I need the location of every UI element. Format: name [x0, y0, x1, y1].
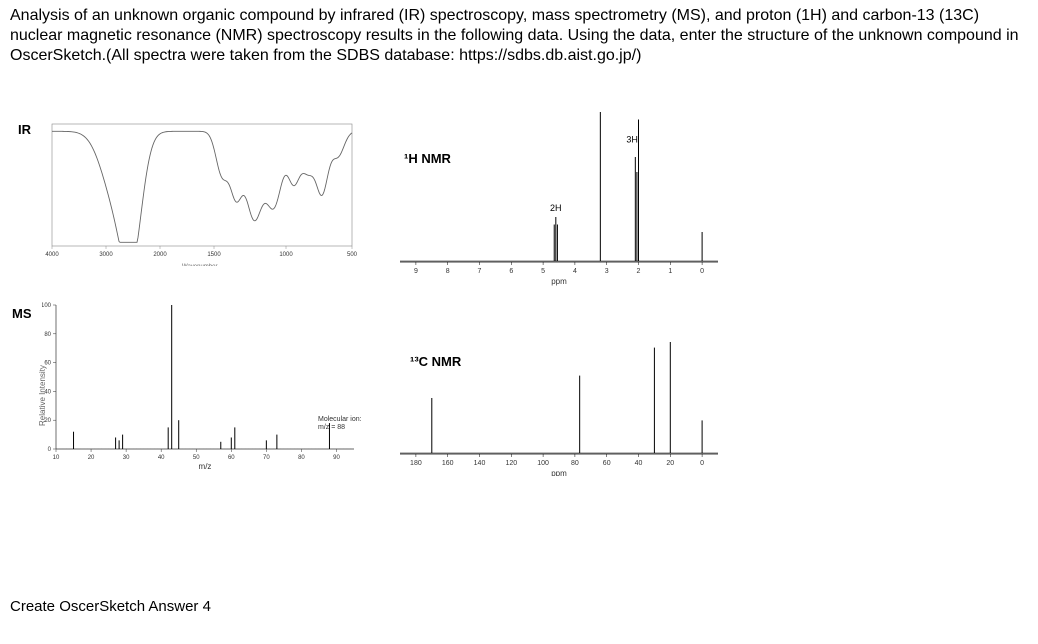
svg-text:3000: 3000: [99, 252, 113, 258]
svg-text:70: 70: [263, 455, 270, 461]
svg-text:m/z: m/z: [199, 462, 212, 471]
create-answer-button[interactable]: Create OscerSketch Answer 4: [10, 598, 211, 615]
svg-text:10: 10: [53, 455, 60, 461]
ms-yaxis-label: Relative Intensity: [38, 365, 47, 426]
svg-text:0: 0: [700, 460, 704, 467]
question-text: Analysis of an unknown organic compound …: [0, 0, 1038, 66]
svg-text:60: 60: [603, 460, 611, 467]
svg-text:3: 3: [605, 268, 609, 275]
svg-text:7: 7: [478, 268, 482, 275]
svg-text:60: 60: [228, 455, 235, 461]
svg-text:500: 500: [347, 252, 358, 258]
svg-text:9: 9: [414, 268, 418, 275]
svg-text:2H: 2H: [550, 203, 562, 213]
svg-text:6: 6: [509, 268, 513, 275]
svg-text:30: 30: [123, 455, 130, 461]
svg-text:3H: 3H: [595, 106, 607, 108]
svg-text:80: 80: [298, 455, 305, 461]
svg-text:Molecular ion:: Molecular ion:: [318, 416, 362, 423]
svg-text:1000: 1000: [279, 252, 293, 258]
ir-label: IR: [18, 122, 31, 137]
cnmr-spectrum: 0 20 40 60 80 100 120 140 160 180 ppm: [394, 336, 724, 476]
ir-spectrum: 40003000200015001000500Wavenumber(cm⁻¹): [42, 116, 362, 266]
svg-text:20: 20: [666, 460, 674, 467]
ms-label: MS: [12, 306, 32, 321]
svg-text:80: 80: [571, 460, 579, 467]
svg-text:3H: 3H: [626, 135, 638, 145]
spectra-container: IR 40003000200015001000500Wavenumber(cm⁻…: [0, 106, 1038, 516]
svg-text:m/z = 88: m/z = 88: [318, 424, 345, 431]
svg-text:0: 0: [48, 447, 52, 453]
svg-text:50: 50: [193, 455, 200, 461]
svg-text:Wavenumber: Wavenumber: [182, 264, 217, 266]
svg-text:180: 180: [410, 460, 422, 467]
svg-text:100: 100: [42, 303, 52, 309]
svg-text:80: 80: [44, 332, 51, 338]
svg-text:0: 0: [700, 268, 704, 275]
svg-text:160: 160: [442, 460, 454, 467]
svg-text:ppm: ppm: [551, 277, 567, 286]
svg-text:ppm: ppm: [551, 469, 567, 476]
svg-text:20: 20: [88, 455, 95, 461]
svg-text:40: 40: [158, 455, 165, 461]
svg-text:100: 100: [537, 460, 549, 467]
svg-text:2: 2: [637, 268, 641, 275]
svg-text:2000: 2000: [153, 252, 167, 258]
svg-text:4000: 4000: [45, 252, 59, 258]
svg-text:1: 1: [668, 268, 672, 275]
svg-text:40: 40: [635, 460, 643, 467]
svg-text:140: 140: [474, 460, 486, 467]
svg-text:8: 8: [446, 268, 450, 275]
ms-spectrum: 020406080100102030405060708090m/zMolecul…: [42, 301, 362, 471]
svg-text:90: 90: [333, 455, 340, 461]
svg-text:1500: 1500: [207, 252, 221, 258]
svg-text:120: 120: [505, 460, 517, 467]
hnmr-spectrum: 0 1 2 3 4 5 6 7 8 9 ppm 3H 3H 2H: [394, 106, 724, 286]
svg-text:4: 4: [573, 268, 577, 275]
svg-text:5: 5: [541, 268, 545, 275]
